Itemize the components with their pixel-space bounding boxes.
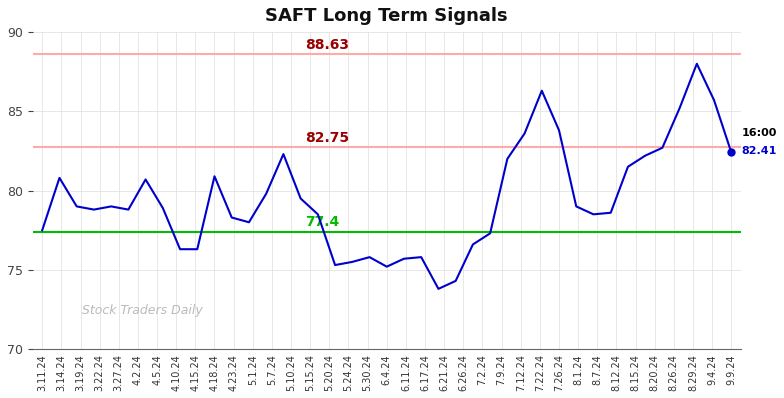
Text: 16:00: 16:00 bbox=[742, 128, 777, 139]
Text: Stock Traders Daily: Stock Traders Daily bbox=[82, 304, 203, 317]
Text: 82.41: 82.41 bbox=[742, 146, 777, 156]
Text: 88.63: 88.63 bbox=[305, 38, 350, 52]
Text: 82.75: 82.75 bbox=[305, 131, 350, 145]
Text: 77.4: 77.4 bbox=[305, 215, 339, 229]
Title: SAFT Long Term Signals: SAFT Long Term Signals bbox=[266, 7, 508, 25]
